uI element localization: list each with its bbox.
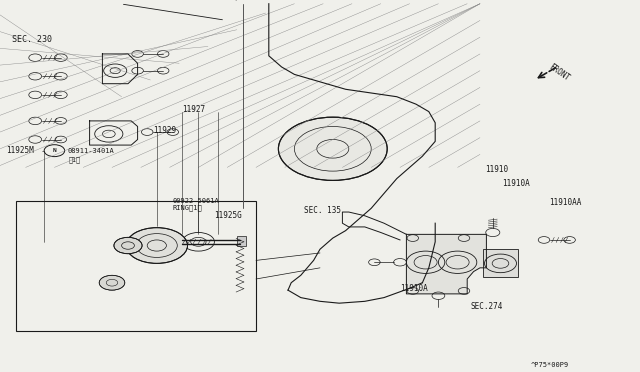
- Circle shape: [114, 237, 142, 254]
- Circle shape: [278, 117, 387, 180]
- Text: FRONT: FRONT: [547, 62, 572, 83]
- Circle shape: [99, 275, 125, 290]
- Text: SEC.274: SEC.274: [470, 302, 503, 311]
- Text: 11925M: 11925M: [6, 146, 34, 155]
- Text: 00922-5061A: 00922-5061A: [173, 198, 220, 204]
- Text: 11925G: 11925G: [214, 211, 242, 220]
- Text: 11929: 11929: [154, 126, 177, 135]
- Polygon shape: [406, 234, 486, 294]
- Text: 11927: 11927: [182, 105, 205, 114]
- Circle shape: [126, 228, 188, 263]
- Bar: [483, 249, 518, 277]
- Text: 11910A: 11910A: [400, 284, 428, 293]
- Bar: [237, 236, 246, 246]
- Text: SEC. 230: SEC. 230: [12, 35, 51, 44]
- Text: ^P75*00P9: ^P75*00P9: [531, 362, 570, 368]
- Text: N: N: [52, 148, 56, 153]
- Text: 08911-3401A: 08911-3401A: [67, 148, 114, 154]
- Text: SEC. 135: SEC. 135: [304, 206, 341, 215]
- Text: 11910A: 11910A: [502, 179, 530, 187]
- Text: （1）: （1）: [69, 156, 81, 163]
- Bar: [16, 201, 256, 331]
- Text: RING（1）: RING（1）: [173, 204, 202, 211]
- Text: 11910AA: 11910AA: [549, 198, 582, 207]
- Text: 11910: 11910: [485, 165, 508, 174]
